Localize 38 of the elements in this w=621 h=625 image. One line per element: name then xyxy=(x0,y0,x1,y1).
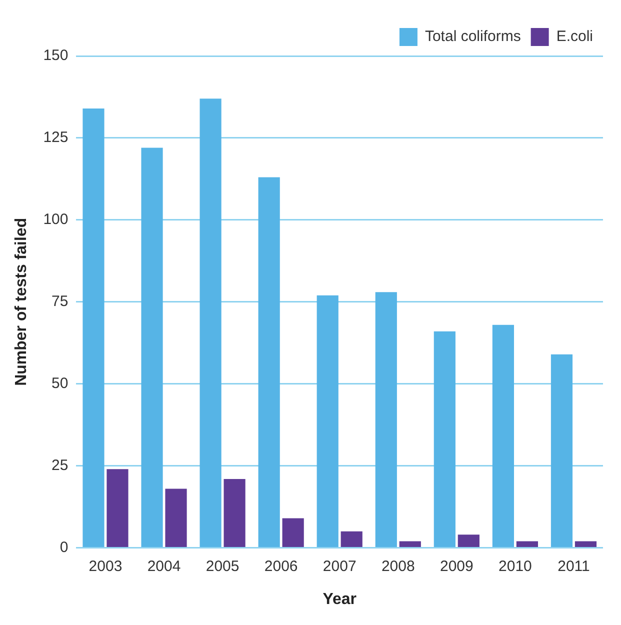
x-tick-label: 2003 xyxy=(88,558,122,575)
legend-label: Total coliforms xyxy=(424,28,521,46)
y-tick-label: 25 xyxy=(52,456,68,474)
bar xyxy=(258,177,280,548)
bar xyxy=(574,541,597,548)
y-tick-label: 150 xyxy=(43,47,68,64)
bar xyxy=(458,534,480,548)
bar xyxy=(282,518,304,548)
y-tick-label: 50 xyxy=(52,375,68,392)
bar xyxy=(375,292,397,548)
bar xyxy=(106,469,128,548)
y-tick-label: 0 xyxy=(60,538,68,556)
x-tick-label: 2005 xyxy=(206,558,240,575)
bar xyxy=(224,478,246,548)
legend-label: E.coli xyxy=(556,28,594,46)
bar xyxy=(141,148,163,548)
bar xyxy=(200,98,222,548)
x-tick-label: 2004 xyxy=(147,558,181,575)
bar xyxy=(165,488,187,548)
bar xyxy=(516,541,538,548)
bar xyxy=(316,295,338,548)
y-axis-title: Number of tests failed xyxy=(13,218,30,386)
bar xyxy=(82,108,104,548)
x-tick-label: 2006 xyxy=(264,558,298,575)
bar xyxy=(340,531,362,548)
x-axis-title: Year xyxy=(322,590,357,608)
x-tick-label: 2009 xyxy=(440,558,474,575)
bar xyxy=(492,324,514,548)
y-tick-label: 75 xyxy=(52,293,68,310)
y-tick-label: 100 xyxy=(43,211,68,228)
x-tick-label: 2008 xyxy=(381,558,415,575)
bar xyxy=(399,541,421,548)
bar xyxy=(550,354,573,548)
x-tick-label: 2011 xyxy=(558,558,590,575)
x-tick-label: 2007 xyxy=(322,558,356,575)
y-tick-label: 125 xyxy=(43,129,68,146)
x-tick-label: 2010 xyxy=(498,558,532,575)
bar xyxy=(434,331,456,548)
